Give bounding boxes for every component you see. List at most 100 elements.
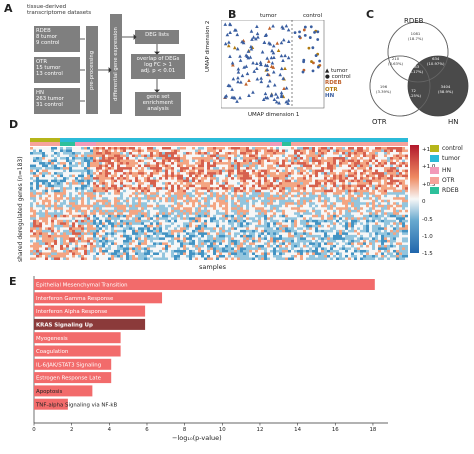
heatmap-cell [378, 189, 382, 193]
heatmap-cell [288, 164, 292, 168]
heatmap-cell [312, 164, 316, 168]
heatmap-cell [63, 159, 67, 163]
heatmap-cell [30, 179, 34, 183]
heatmap-cell [63, 194, 67, 198]
heatmap-cell [216, 192, 220, 196]
heatmap-cell [279, 184, 283, 188]
heatmap-cell [60, 184, 64, 188]
heatmap-cell [42, 152, 46, 155]
heatmap-cell [234, 189, 238, 193]
heatmap-cell [204, 157, 208, 160]
heatmap-cell [249, 172, 253, 175]
heatmap-cell [105, 164, 109, 168]
heatmap-cell [348, 219, 352, 223]
heatmap-cell [216, 197, 220, 201]
heatmap-cell [147, 174, 151, 178]
heatmap-cell [132, 154, 136, 158]
heatmap-cell [210, 187, 214, 190]
panel-label-e: E [9, 275, 17, 288]
heatmap-cell [318, 222, 322, 226]
heatmap-cell [363, 184, 367, 188]
heatmap-cell [54, 209, 58, 213]
heatmap-cell [114, 187, 118, 190]
heatmap-cell [93, 182, 97, 185]
heatmap-cell [168, 187, 172, 190]
heatmap-cell [291, 189, 295, 193]
annotation-condition-cell [132, 138, 136, 142]
heatmap-cell [345, 169, 349, 173]
annotation-dataset-cell [63, 142, 67, 146]
heatmap-cell [339, 197, 343, 201]
heatmap-cell [72, 199, 76, 203]
heatmap-cell [348, 157, 352, 160]
heatmap-cell [354, 209, 358, 213]
heatmap-cell [285, 157, 289, 160]
heatmap-cell [135, 184, 139, 188]
heatmap-cell [78, 149, 82, 153]
heatmap-cell [336, 167, 340, 170]
umap-tumor-point [286, 101, 290, 105]
heatmap-cell [309, 184, 313, 188]
heatmap-cell [30, 169, 34, 173]
heatmap-cell [141, 162, 145, 165]
heatmap-cell [144, 164, 148, 168]
heatmap [30, 138, 408, 260]
heatmap-cell [96, 197, 100, 201]
umap-control-point [316, 30, 320, 34]
heatmap-cell [141, 209, 145, 213]
heatmap-cell [324, 214, 328, 218]
heatmap-cell [78, 157, 82, 160]
heatmap-cell [297, 182, 301, 185]
heatmap-cell [132, 184, 136, 188]
heatmap-cell [363, 162, 367, 165]
heatmap-cell [72, 224, 76, 228]
heatmap-cell [141, 189, 145, 193]
annotation-dataset-cell [45, 142, 49, 146]
heatmap-cell [93, 212, 97, 216]
heatmap-cell [90, 174, 94, 178]
heatmap-cell [204, 174, 208, 178]
heatmap-cell [372, 212, 376, 216]
heatmap-cell [366, 159, 370, 163]
heatmap-cell [270, 179, 274, 183]
heatmap-cell [111, 214, 115, 218]
heatmap-cell [318, 209, 322, 213]
heatmap-cell [63, 212, 67, 216]
heatmap-cell [45, 202, 49, 206]
heatmap-cell [354, 167, 358, 170]
heatmap-cell [45, 179, 49, 183]
heatmap-cell [99, 174, 103, 178]
heatmap-cell [378, 187, 382, 190]
heatmap-cell [354, 174, 358, 178]
heatmap-cell [138, 234, 142, 238]
heatmap-cell [318, 172, 322, 175]
heatmap-cell [135, 222, 139, 226]
heatmap-cell [324, 152, 328, 155]
heatmap-cell [159, 234, 163, 238]
heatmap-cell [183, 149, 187, 153]
heatmap-cell [105, 152, 109, 155]
heatmap-cell [276, 179, 280, 183]
heatmap-cell [42, 202, 46, 206]
heatmap-cell [156, 167, 160, 170]
umap-tumor-point [238, 54, 242, 58]
heatmap-cell [225, 162, 229, 165]
annotation-condition-cell [369, 138, 373, 142]
heatmap-cell [339, 177, 343, 180]
heatmap-cell [210, 204, 214, 208]
heatmap-cell [279, 199, 283, 203]
heatmap-cell [378, 177, 382, 180]
heatmap-cell [66, 179, 70, 183]
heatmap-cell [171, 207, 175, 211]
heatmap-cell [183, 232, 187, 236]
heatmap-cell [204, 234, 208, 238]
heatmap-cell [267, 162, 271, 165]
heatmap-cell [381, 219, 385, 223]
heatmap-cell [234, 149, 238, 153]
gsea-box: gene set enrichment analysis [135, 92, 181, 116]
heatmap-cell [57, 169, 61, 173]
heatmap-cell [144, 229, 148, 233]
heatmap-cell [348, 147, 352, 150]
heatmap-cell [399, 204, 403, 208]
heatmap-cell [126, 202, 130, 206]
